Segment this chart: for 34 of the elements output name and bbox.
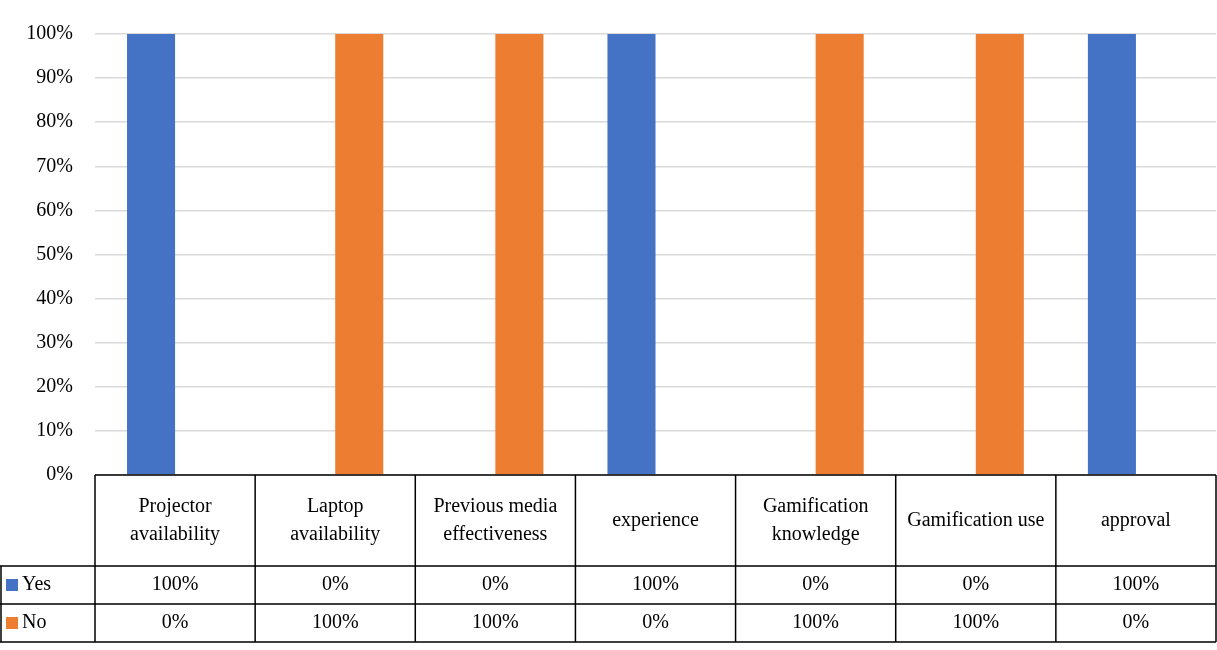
y-tick-label: 50% xyxy=(36,241,73,264)
legend-label: No xyxy=(22,610,47,633)
data-label: 0% xyxy=(482,572,509,595)
y-tick-label: 30% xyxy=(36,329,73,352)
y-tick-label: 0% xyxy=(46,462,73,485)
y-tick-label: 10% xyxy=(36,418,73,441)
legend-label: Yes xyxy=(22,572,52,595)
data-label: 0% xyxy=(962,572,990,595)
data-label: 0% xyxy=(321,572,349,595)
data-label: 0% xyxy=(161,610,189,633)
data-label: 100% xyxy=(632,572,679,595)
x-tick-label: Projector availability xyxy=(130,493,221,545)
y-tick-label: 100% xyxy=(26,21,73,44)
y-tick-label: 80% xyxy=(36,109,73,132)
data-label: 100% xyxy=(472,610,519,633)
data-label: 0% xyxy=(1122,610,1150,633)
data-label: 100% xyxy=(792,610,839,633)
x-tick-label: experience xyxy=(612,507,699,531)
x-tick-label: Gamification knowledge xyxy=(762,493,869,545)
x-tick-label: Gamification use xyxy=(907,507,1045,530)
data-label: 0% xyxy=(802,572,829,595)
y-tick-label: 40% xyxy=(36,285,73,308)
x-tick-label: Laptop availability xyxy=(290,493,381,545)
y-tick-label: 20% xyxy=(36,374,73,397)
x-tick-label: approval xyxy=(1100,507,1172,531)
data-label: 100% xyxy=(1112,572,1160,595)
y-tick-label: 90% xyxy=(36,65,73,88)
data-label: 100% xyxy=(311,610,359,633)
data-label: 100% xyxy=(952,610,1000,633)
y-tick-label: 70% xyxy=(36,153,73,176)
y-tick-label: 60% xyxy=(36,197,73,220)
x-tick-label: Previous media effectiveness xyxy=(433,493,558,544)
data-label: 0% xyxy=(642,610,669,633)
data-label: 100% xyxy=(151,572,199,595)
